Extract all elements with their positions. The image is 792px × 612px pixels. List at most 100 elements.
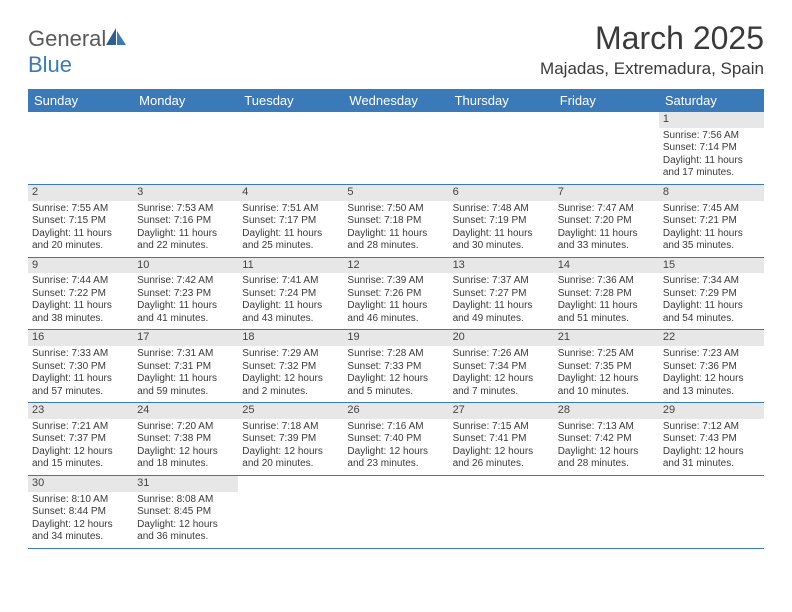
day-detail: Sunrise: 7:20 AM [137, 421, 234, 434]
calendar-day-cell: 14Sunrise: 7:36 AMSunset: 7:28 PMDayligh… [554, 257, 659, 330]
day-number: 24 [133, 403, 238, 419]
day-number: 31 [133, 476, 238, 492]
weekday-header: Tuesday [238, 89, 343, 112]
day-detail: and 10 minutes. [558, 386, 655, 399]
day-detail: Sunrise: 7:33 AM [32, 348, 129, 361]
logo-text-1: General [28, 26, 106, 51]
day-number: 25 [238, 403, 343, 419]
day-detail: Sunset: 8:44 PM [32, 506, 129, 519]
day-detail: and 18 minutes. [137, 458, 234, 471]
calendar-day-cell [449, 475, 554, 548]
day-detail: Daylight: 11 hours [137, 228, 234, 241]
day-detail: Sunrise: 7:21 AM [32, 421, 129, 434]
day-number: 7 [554, 185, 659, 201]
day-detail: Sunrise: 7:29 AM [242, 348, 339, 361]
day-number: 12 [343, 258, 448, 274]
calendar-day-cell [28, 112, 133, 184]
weekday-header: Wednesday [343, 89, 448, 112]
day-number: 11 [238, 258, 343, 274]
calendar-day-cell: 24Sunrise: 7:20 AMSunset: 7:38 PMDayligh… [133, 403, 238, 476]
day-detail: and 36 minutes. [137, 531, 234, 544]
day-detail: Sunset: 7:34 PM [453, 361, 550, 374]
day-detail: Sunset: 7:14 PM [663, 142, 760, 155]
calendar-day-cell: 7Sunrise: 7:47 AMSunset: 7:20 PMDaylight… [554, 184, 659, 257]
day-detail: Daylight: 11 hours [453, 228, 550, 241]
day-number: 10 [133, 258, 238, 274]
calendar-day-cell: 19Sunrise: 7:28 AMSunset: 7:33 PMDayligh… [343, 330, 448, 403]
calendar-week-row: 16Sunrise: 7:33 AMSunset: 7:30 PMDayligh… [28, 330, 764, 403]
day-detail: Sunset: 7:33 PM [347, 361, 444, 374]
calendar-day-cell: 20Sunrise: 7:26 AMSunset: 7:34 PMDayligh… [449, 330, 554, 403]
day-detail: Sunrise: 7:16 AM [347, 421, 444, 434]
calendar-day-cell [238, 475, 343, 548]
calendar-day-cell: 13Sunrise: 7:37 AMSunset: 7:27 PMDayligh… [449, 257, 554, 330]
day-detail: Sunset: 7:18 PM [347, 215, 444, 228]
calendar-day-cell: 1 Sunrise: 7:56 AMSunset: 7:14 PMDaylight… [659, 112, 764, 184]
day-detail: Sunrise: 7:12 AM [663, 421, 760, 434]
day-number: 16 [28, 330, 133, 346]
day-detail: and 28 minutes. [558, 458, 655, 471]
calendar-day-cell [659, 475, 764, 548]
day-detail: Sunrise: 7:48 AM [453, 203, 550, 216]
logo: General Blue [28, 20, 128, 78]
day-detail: Sunset: 7:41 PM [453, 433, 550, 446]
day-detail: Daylight: 12 hours [453, 373, 550, 386]
calendar-day-cell [343, 112, 448, 184]
calendar-day-cell: 30Sunrise: 8:10 AMSunset: 8:44 PMDayligh… [28, 475, 133, 548]
day-detail: Sunset: 7:37 PM [32, 433, 129, 446]
day-detail: Daylight: 12 hours [558, 446, 655, 459]
day-detail: Sunrise: 7:55 AM [32, 203, 129, 216]
day-number: 14 [554, 258, 659, 274]
calendar-day-cell [449, 112, 554, 184]
day-detail: and 30 minutes. [453, 240, 550, 253]
day-detail: and 59 minutes. [137, 386, 234, 399]
calendar-day-cell: 16Sunrise: 7:33 AMSunset: 7:30 PMDayligh… [28, 330, 133, 403]
day-detail: Sunrise: 7:50 AM [347, 203, 444, 216]
location: Majadas, Extremadura, Spain [540, 59, 764, 79]
day-detail: and 13 minutes. [663, 386, 760, 399]
day-detail: Sunset: 8:45 PM [137, 506, 234, 519]
day-detail: Sunrise: 7:18 AM [242, 421, 339, 434]
day-detail: and 51 minutes. [558, 313, 655, 326]
day-detail: Sunset: 7:17 PM [242, 215, 339, 228]
day-detail: Sunrise: 7:37 AM [453, 275, 550, 288]
day-detail: and 23 minutes. [347, 458, 444, 471]
day-detail: and 26 minutes. [453, 458, 550, 471]
day-detail: Daylight: 12 hours [137, 446, 234, 459]
calendar-day-cell: 25Sunrise: 7:18 AMSunset: 7:39 PMDayligh… [238, 403, 343, 476]
day-detail: Sunrise: 7:15 AM [453, 421, 550, 434]
day-detail: Daylight: 11 hours [663, 300, 760, 313]
day-number: 18 [238, 330, 343, 346]
day-detail: and 25 minutes. [242, 240, 339, 253]
day-number: 30 [28, 476, 133, 492]
day-detail: Daylight: 11 hours [242, 228, 339, 241]
day-detail: Daylight: 12 hours [347, 373, 444, 386]
calendar-week-row: 30Sunrise: 8:10 AMSunset: 8:44 PMDayligh… [28, 475, 764, 548]
calendar-day-cell: 3Sunrise: 7:53 AMSunset: 7:16 PMDaylight… [133, 184, 238, 257]
day-detail: Daylight: 11 hours [242, 300, 339, 313]
day-detail: and 22 minutes. [137, 240, 234, 253]
day-detail: and 46 minutes. [347, 313, 444, 326]
calendar-day-cell: 8Sunrise: 7:45 AMSunset: 7:21 PMDaylight… [659, 184, 764, 257]
day-detail: Daylight: 11 hours [137, 300, 234, 313]
day-number: 6 [449, 185, 554, 201]
day-detail: Sunrise: 7:25 AM [558, 348, 655, 361]
day-detail: Sunrise: 7:44 AM [32, 275, 129, 288]
calendar-day-cell: 10Sunrise: 7:42 AMSunset: 7:23 PMDayligh… [133, 257, 238, 330]
day-detail: and 5 minutes. [347, 386, 444, 399]
day-detail: and 41 minutes. [137, 313, 234, 326]
day-detail: Sunset: 7:15 PM [32, 215, 129, 228]
day-detail: Daylight: 12 hours [242, 446, 339, 459]
day-detail: Sunrise: 7:56 AM [663, 130, 760, 143]
day-number: 23 [28, 403, 133, 419]
day-detail: Daylight: 12 hours [32, 446, 129, 459]
day-detail: and 28 minutes. [347, 240, 444, 253]
day-number: 1 [659, 112, 764, 128]
calendar-day-cell: 12Sunrise: 7:39 AMSunset: 7:26 PMDayligh… [343, 257, 448, 330]
day-detail: and 57 minutes. [32, 386, 129, 399]
calendar-day-cell: 21Sunrise: 7:25 AMSunset: 7:35 PMDayligh… [554, 330, 659, 403]
day-number: 9 [28, 258, 133, 274]
calendar-day-cell: 18Sunrise: 7:29 AMSunset: 7:32 PMDayligh… [238, 330, 343, 403]
day-detail: Daylight: 11 hours [663, 155, 760, 168]
day-detail: Daylight: 11 hours [137, 373, 234, 386]
